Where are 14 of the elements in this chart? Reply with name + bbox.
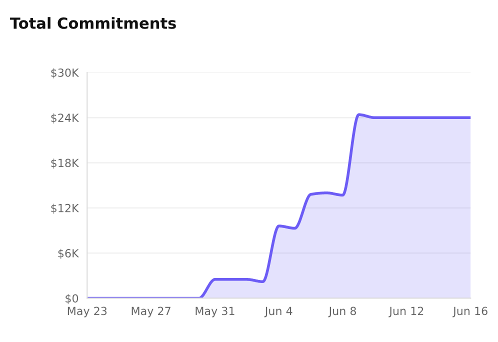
x-tick-label: Jun 8: [328, 306, 356, 318]
y-tick-label: $6K: [58, 248, 80, 259]
y-tick-label: $24K: [51, 113, 80, 124]
x-tick-label: May 27: [132, 306, 170, 318]
x-tick-label: May 31: [196, 306, 234, 318]
x-tick-label: Jun 4: [264, 306, 292, 318]
x-tick-label: Jun 12: [388, 306, 424, 318]
x-tick-label: Jun 16: [452, 306, 488, 318]
y-tick-label: $18K: [51, 158, 80, 169]
y-tick-label: $12K: [51, 204, 80, 214]
x-tick-label: May 23: [68, 306, 107, 318]
y-tick-label: $30K: [51, 68, 80, 78]
y-tick-label: $0: [66, 294, 78, 304]
chart-title: Total Commitments: [10, 17, 176, 29]
